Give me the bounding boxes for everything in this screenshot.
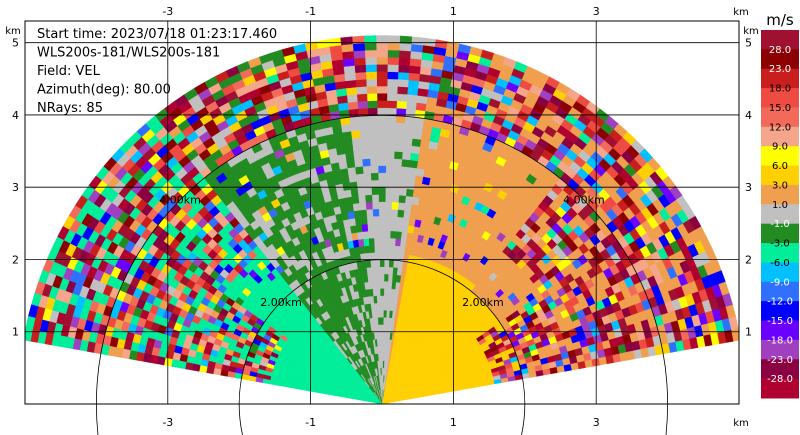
info-line: Azimuth(deg): 80.00 [37, 83, 171, 98]
colorbar-label: 3.0 [772, 180, 788, 191]
colorbar-swatch [761, 339, 799, 360]
colorbar-label: 15.0 [769, 103, 791, 114]
x-tick-label-bottom: 1 [450, 416, 457, 429]
radar-sweep [25, 35, 739, 404]
colorbar-label: -3.0 [770, 239, 790, 250]
x-tick-label-top: 1 [450, 5, 457, 18]
colorbar-label: -1.0 [770, 219, 790, 230]
range-ring-label: 2.00km [260, 296, 302, 309]
colorbar-swatch [761, 204, 799, 225]
scan-info: Start time: 2023/07/18 01:23:17.460 WLS20… [37, 27, 277, 116]
colorbar-label: 23.0 [769, 64, 791, 75]
colorbar-label: -9.0 [770, 277, 790, 288]
y-tick-label-right: 5 [745, 37, 752, 50]
y-unit-right: km [743, 26, 759, 37]
colorbar-label: -12.0 [767, 297, 793, 308]
y-axis: 1 12 23 34 45 5km km [5, 26, 759, 339]
colorbar-swatch [761, 301, 799, 322]
colorbar-label: 1.0 [772, 200, 788, 211]
x-tick-label-bottom: 3 [593, 416, 600, 429]
range-rings: 2.00km 2.00km 4.00km 4.00km [96, 115, 668, 435]
range-ring-1 [238, 259, 526, 435]
colorbar-label: 18.0 [769, 84, 791, 95]
info-line: Field: VEL [37, 64, 101, 79]
y-tick-label-right: 2 [745, 253, 752, 266]
y-tick-label-left: 3 [12, 181, 19, 194]
colorbar-label: 12.0 [769, 122, 791, 133]
colorbar-swatch [761, 281, 799, 302]
range-ring-2 [96, 115, 668, 435]
x-unit-top: km [733, 7, 749, 18]
colorbar-swatch [761, 126, 799, 147]
y-tick-label-right: 1 [745, 326, 752, 339]
x-tick-label-top: 3 [593, 5, 600, 18]
y-tick-label-right: 3 [745, 181, 752, 194]
info-line: Start time: 2023/07/18 01:23:17.460 [37, 27, 277, 42]
colorbar-swatch [761, 378, 799, 399]
colorbar-label: 28.0 [769, 45, 791, 56]
y-tick-label-right: 4 [745, 109, 752, 122]
info-line: NRays: 85 [37, 101, 103, 116]
colorbar-swatch [761, 146, 799, 167]
colorbar-swatch [761, 223, 799, 244]
colorbar-swatch [761, 68, 799, 89]
range-ring-label: 4.00km [563, 194, 605, 207]
x-axis: -3 -3 -1 -1 1 1 3 3 km km [162, 5, 748, 429]
plot-frame [24, 20, 740, 405]
colorbar-label: -18.0 [767, 335, 793, 346]
colorbar-swatch [761, 107, 799, 128]
x-tick-label-bottom: -3 [162, 416, 173, 429]
colorbar-swatch [761, 359, 799, 380]
info-line: WLS200s-181/WLS200s-181 [37, 46, 220, 61]
colorbar-swatch [761, 165, 799, 186]
colorbar: m/s 28.0 23.0 18.0 15.0 12.0 9.0 6.0 3.0 1.0 -1.0 -… [761, 11, 799, 399]
colorbar-swatch [761, 320, 799, 341]
colorbar-swatch [761, 184, 799, 205]
x-tick-label-top: -3 [162, 5, 173, 18]
range-ring-label: 4.00km [159, 194, 201, 207]
y-tick-label-left: 4 [12, 109, 19, 122]
y-tick-label-left: 1 [12, 326, 19, 339]
colorbar-label: -23.0 [767, 355, 793, 366]
x-unit-bottom: km [733, 418, 749, 429]
x-tick-label-bottom: -1 [305, 416, 316, 429]
colorbar-swatch [761, 88, 799, 108]
y-tick-label-left: 5 [12, 37, 19, 50]
colorbar-swatch [761, 243, 799, 263]
y-tick-label-left: 2 [12, 253, 19, 266]
x-tick-label-top: -1 [305, 5, 316, 18]
colorbar-label: 9.0 [772, 142, 788, 153]
colorbar-label: -15.0 [767, 316, 793, 327]
colorbar-label: 6.0 [772, 161, 788, 172]
y-unit-left: km [5, 26, 21, 37]
colorbar-swatch [761, 262, 799, 283]
colorbar-swatch [761, 30, 799, 50]
colorbar-swatch [761, 49, 799, 70]
colorbar-title: m/s [766, 11, 794, 29]
range-ring-label: 2.00km [462, 296, 504, 309]
colorbar-label: -28.0 [767, 374, 793, 385]
colorbar-label: -6.0 [770, 258, 790, 269]
